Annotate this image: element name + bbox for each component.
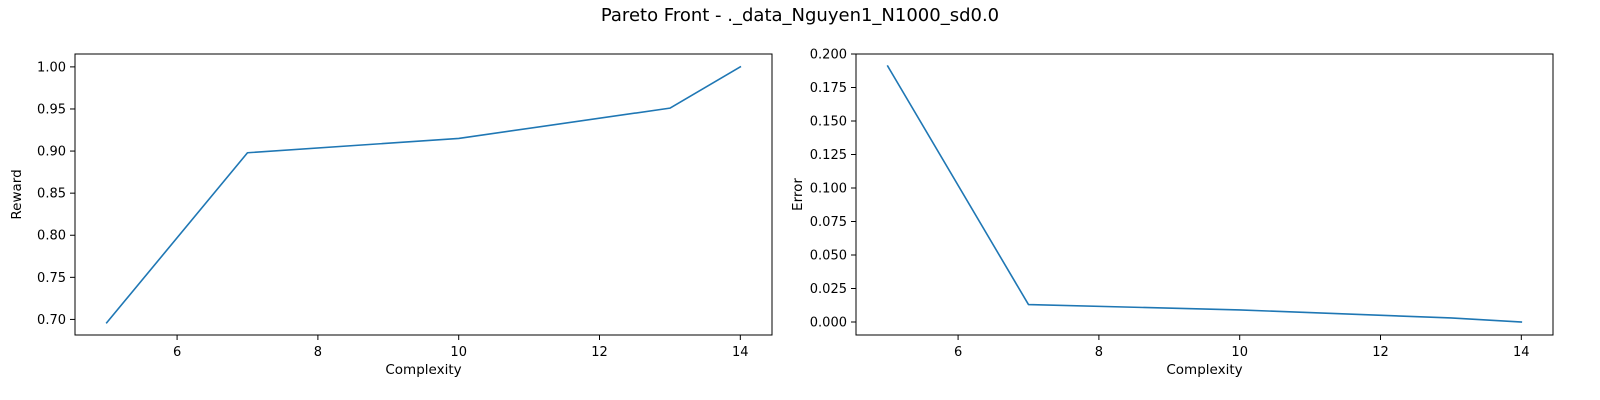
y-tick-label-reward-2: 0.80 <box>37 229 66 244</box>
x-tick-label-reward-1: 8 <box>314 345 322 360</box>
y-tick-label-reward-1: 0.75 <box>37 271 66 286</box>
y-axis-label-error: Error <box>790 178 806 211</box>
y-tick-label-error-7: 0.175 <box>810 81 847 96</box>
axes-frame-error <box>855 53 1554 336</box>
x-tick-label-error-0: 6 <box>954 345 962 360</box>
x-tick-label-reward-0: 6 <box>173 345 181 360</box>
y-tick-label-reward-0: 0.70 <box>37 313 66 328</box>
axes-frame-reward <box>74 53 773 336</box>
y-tick-label-error-4: 0.100 <box>810 182 847 197</box>
y-tick-label-error-5: 0.125 <box>810 148 847 163</box>
y-tick-label-error-3: 0.075 <box>810 215 847 230</box>
x-tick-label-error-4: 14 <box>1513 345 1530 360</box>
y-axis-label-reward: Reward <box>9 169 25 219</box>
x-tick-label-reward-4: 14 <box>732 345 749 360</box>
y-tick-label-error-0: 0.000 <box>810 316 847 331</box>
y-tick-label-error-1: 0.025 <box>810 282 847 297</box>
y-tick-label-error-8: 0.200 <box>810 48 847 63</box>
y-tick-label-reward-4: 0.90 <box>37 145 66 160</box>
x-axis-label-reward: Complexity <box>385 362 461 378</box>
x-tick-label-reward-2: 10 <box>450 345 467 360</box>
y-tick-label-reward-6: 1.00 <box>37 60 66 75</box>
y-tick-label-error-6: 0.150 <box>810 115 847 130</box>
series-line-error <box>886 64 1523 323</box>
y-tick-label-error-2: 0.050 <box>810 249 847 264</box>
x-axis-label-error: Complexity <box>1166 362 1242 378</box>
x-tick-label-reward-3: 12 <box>591 345 608 360</box>
series-line-reward <box>105 65 742 324</box>
x-tick-label-error-3: 12 <box>1372 345 1389 360</box>
x-tick-label-error-1: 8 <box>1095 345 1103 360</box>
y-tick-label-reward-3: 0.85 <box>37 187 66 202</box>
y-tick-label-reward-5: 0.95 <box>37 102 66 117</box>
figure-title: Pareto Front - ._data_Nguyen1_N1000_sd0.… <box>600 5 1000 26</box>
chart-panel-reward: 6 8 10 12 14 0.70 0.75 0.80 0.85 0.90 0.95 1.00 Comp… <box>9 53 773 378</box>
chart-panel-error: 6 8 10 12 14 0.000 0.025 0.050 0.075 0.100 0.125 0.… <box>790 48 1554 378</box>
x-tick-label-error-2: 10 <box>1231 345 1248 360</box>
